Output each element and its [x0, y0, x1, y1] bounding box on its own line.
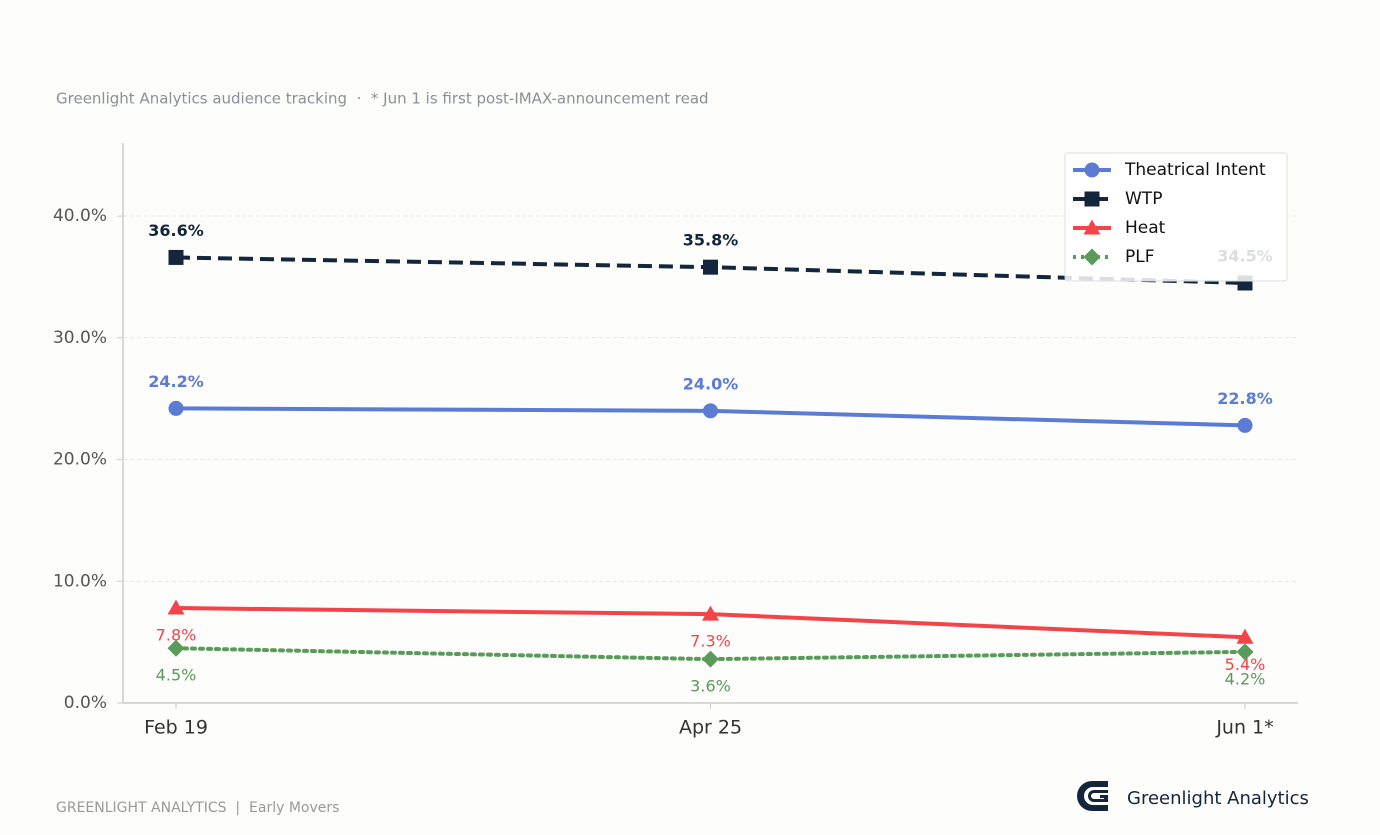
legend-box — [1064, 152, 1288, 282]
legend-label: Theatrical Intent — [1124, 160, 1266, 180]
marker — [702, 650, 719, 668]
y-tick-label: 20.0% — [53, 450, 107, 470]
brand-name: Greenlight Analytics — [1127, 788, 1309, 809]
y-tick-label: 10.0% — [53, 571, 107, 591]
x-tick-label: Apr 25 — [679, 717, 742, 739]
data-label: 7.8% — [156, 626, 197, 645]
legend-label: Heat — [1125, 218, 1166, 238]
data-label: 3.6% — [690, 677, 731, 696]
marker — [1083, 219, 1101, 235]
data-label: 4.5% — [156, 666, 197, 685]
marker — [167, 599, 185, 615]
y-tick-label: 30.0% — [53, 328, 107, 348]
marker — [168, 400, 184, 416]
brand-logo: Greenlight Analytics — [1077, 781, 1309, 811]
marker — [167, 639, 185, 657]
marker — [1084, 191, 1100, 207]
marker — [1236, 643, 1254, 661]
marker — [1083, 248, 1101, 266]
x-tick-label: Feb 19 — [144, 717, 208, 739]
legend-label: WTP — [1125, 189, 1162, 209]
marker — [702, 605, 719, 621]
marker — [168, 249, 184, 265]
marker — [703, 259, 718, 275]
data-label: 22.8% — [1217, 389, 1273, 408]
y-tick-label: 0.0% — [64, 693, 107, 713]
legend-label: PLF — [1125, 247, 1155, 267]
x-tick-label: Jun 1* — [1215, 717, 1273, 739]
data-label: 7.3% — [690, 632, 731, 651]
legend: Theatrical Intent WTP Heat PLF — [1064, 152, 1288, 282]
footer-text: GREENLIGHT ANALYTICS | Early Movers — [56, 800, 339, 816]
data-label: 5.4% — [1225, 655, 1266, 674]
marker — [1236, 628, 1254, 644]
marker — [703, 403, 718, 419]
data-label: 24.0% — [683, 374, 739, 393]
data-label: 36.6% — [148, 221, 204, 240]
data-label: 24.2% — [148, 372, 204, 391]
y-tick-label: 40.0% — [53, 206, 107, 226]
marker — [1237, 417, 1253, 433]
data-label: 4.2% — [1225, 669, 1266, 688]
marker — [1084, 162, 1100, 178]
data-label: 35.8% — [683, 231, 739, 250]
chart-subtitle: Greenlight Analytics audience tracking ·… — [56, 90, 709, 108]
